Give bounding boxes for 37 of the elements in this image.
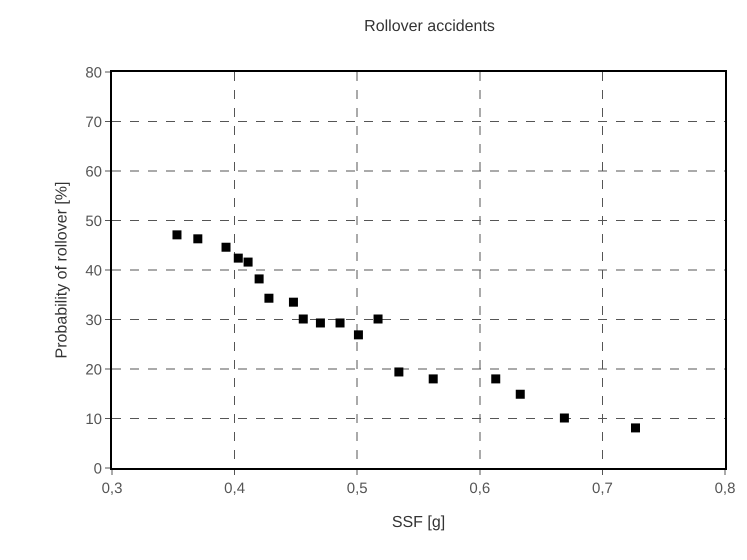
- y-tick-label: 50: [85, 212, 102, 230]
- y-tick-label: 60: [85, 163, 102, 180]
- y-tick-label: 10: [85, 410, 102, 428]
- point: [254, 274, 264, 284]
- point: [222, 242, 231, 252]
- point: [394, 367, 404, 376]
- x-tick-label: 0,5: [346, 480, 368, 497]
- x-tick-label: 0,6: [469, 480, 490, 497]
- point: [374, 314, 383, 324]
- point: [244, 258, 253, 267]
- point: [298, 314, 308, 324]
- chart-title: Rollover accidents: [364, 18, 495, 35]
- point: [428, 374, 438, 384]
- y-tick-label: 20: [85, 361, 102, 378]
- y-tick-label: 0: [94, 460, 102, 478]
- point: [631, 423, 640, 432]
- y-tick-label: 70: [85, 114, 102, 131]
- point: [491, 374, 500, 384]
- x-tick-label: 0,3: [102, 480, 122, 497]
- point: [316, 318, 325, 328]
- point: [288, 298, 298, 307]
- y-axis-title: Probability of rollover [%]: [54, 182, 71, 358]
- x-tick-label: 0,4: [224, 480, 246, 497]
- point: [560, 414, 569, 423]
- x-tick-label: 0,8: [714, 480, 736, 497]
- point: [193, 234, 202, 244]
- point: [234, 254, 243, 263]
- point: [264, 294, 274, 303]
- y-tick-label: 40: [85, 262, 102, 280]
- x-axis-title: SSF [g]: [392, 514, 446, 532]
- x-tick-label: 0,7: [592, 480, 613, 497]
- y-tick-label: 30: [85, 312, 102, 329]
- point: [354, 330, 363, 340]
- y-tick-label: 80: [85, 64, 102, 82]
- point: [516, 390, 525, 399]
- point: [336, 318, 345, 328]
- point: [172, 230, 182, 240]
